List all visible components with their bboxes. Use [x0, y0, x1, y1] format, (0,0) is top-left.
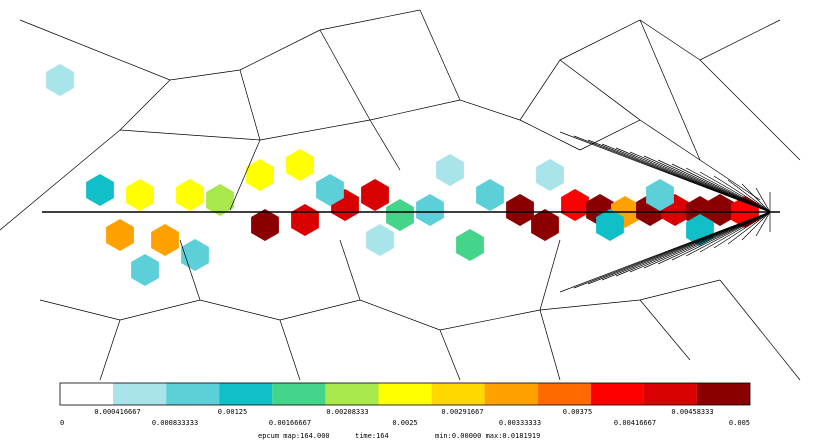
mesh-lines	[0, 9, 801, 381]
colorbar-swatch	[643, 383, 697, 405]
mesh-line	[579, 119, 761, 201]
time-label: time:164	[355, 432, 389, 440]
contour-cell	[176, 179, 204, 211]
mesh-line	[419, 9, 581, 151]
mesh-line	[539, 239, 561, 311]
mesh-line	[179, 239, 201, 301]
mesh-line	[539, 309, 561, 381]
colorbar-swatch	[590, 383, 644, 405]
contour-cell	[706, 194, 734, 226]
colorbar-tick-label: 0.005	[729, 419, 750, 427]
contour-cell	[291, 204, 319, 236]
contour-cell	[151, 224, 179, 256]
colorbar-tick-label: 0.0025	[392, 419, 417, 427]
contour-cell	[366, 224, 394, 256]
contour-cell	[646, 179, 674, 211]
contour-cell	[531, 209, 559, 241]
colorbar-swatch	[537, 383, 591, 405]
mesh-line	[119, 129, 261, 141]
contour-cell	[476, 179, 504, 211]
colorbar-tick-label: 0.00375	[563, 408, 593, 416]
colorbar-tick-label: 0.00125	[218, 408, 248, 416]
contour-cell	[386, 199, 414, 231]
contour-cell	[206, 184, 234, 216]
variable-label: epcum map:164.000	[258, 432, 330, 440]
contour-cell	[106, 219, 134, 251]
mesh-line	[39, 279, 721, 331]
contour-cell	[126, 179, 154, 211]
mesh-line	[639, 299, 691, 361]
contour-cell	[456, 229, 484, 261]
mesh-line	[99, 319, 121, 381]
colorbar-tick-label: 0.00291667	[441, 408, 483, 416]
mesh-line	[639, 19, 701, 161]
contour-cell	[316, 174, 344, 206]
mesh-line	[719, 279, 801, 381]
mesh-line	[339, 239, 361, 301]
colorbar-swatch	[113, 383, 167, 405]
colorbar-tick-label: 0.000833333	[152, 419, 198, 427]
mesh-line	[559, 19, 781, 61]
contour-cell	[506, 194, 534, 226]
contour-cell	[286, 149, 314, 181]
contour-cell	[536, 159, 564, 191]
mesh-line	[0, 79, 171, 231]
range-label: min:0.00000 max:0.0181919	[435, 432, 540, 440]
colorbar-swatch	[696, 383, 750, 405]
colorbar-ticks: 0 0.000416667 0.000833333 0.00125 0.00166667…	[60, 408, 750, 427]
colorbar-tick-label: 0.00416667	[614, 419, 656, 427]
mesh-line	[699, 59, 801, 161]
contour-cell	[246, 159, 274, 191]
contour-cell	[46, 64, 74, 96]
contour-cell	[86, 174, 114, 206]
contour-cell	[131, 254, 159, 286]
mesh-line	[279, 319, 301, 381]
contour-cell	[561, 189, 589, 221]
mesh-line	[259, 119, 371, 141]
colorbar-swatch	[219, 383, 273, 405]
colorbar-tick-label: 0.00166667	[269, 419, 311, 427]
mesh-line	[319, 29, 401, 171]
mesh-line	[519, 59, 641, 121]
contour-cell	[361, 179, 389, 211]
colorbar-swatch	[484, 383, 538, 405]
colorbar-swatch	[378, 383, 432, 405]
colorbar-tick-label: 0.00333333	[499, 419, 541, 427]
contour-cell	[596, 209, 624, 241]
contour-field	[46, 64, 759, 286]
colorbar-swatch	[166, 383, 220, 405]
colorbar-tick-label: 0.00208333	[326, 408, 368, 416]
colorbar-tick-label: 0	[60, 419, 64, 427]
colorbar	[59, 382, 751, 406]
colorbar-swatch	[431, 383, 485, 405]
contour-cell	[416, 194, 444, 226]
colorbar-tick-label: 0.000416667	[94, 408, 140, 416]
colorbar-swatch	[325, 383, 379, 405]
contour-cell	[181, 239, 209, 271]
contour-cell	[251, 209, 279, 241]
mesh-line	[19, 9, 421, 81]
colorbar-tick-label: 0.00458333	[671, 408, 713, 416]
colorbar-swatch	[272, 383, 326, 405]
mesh-line	[369, 99, 461, 121]
mesh-line	[439, 329, 461, 381]
colorbar-border	[59, 382, 751, 406]
contour-cell	[436, 154, 464, 186]
colorbar-swatch	[60, 383, 114, 405]
